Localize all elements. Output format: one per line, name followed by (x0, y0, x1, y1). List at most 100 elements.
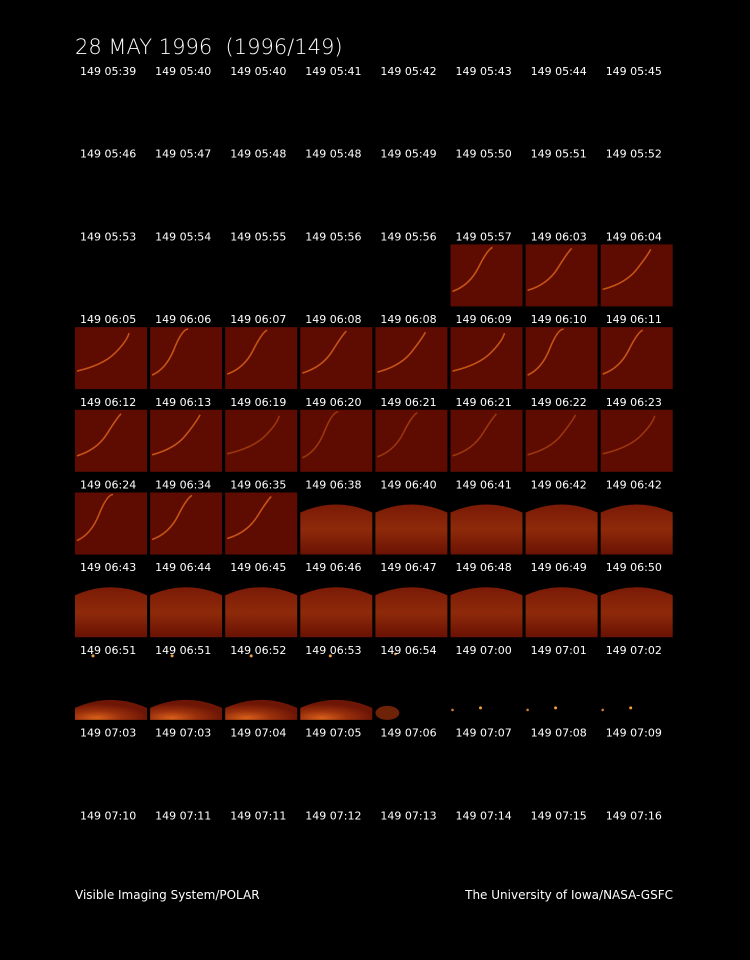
frame-image (150, 699, 223, 720)
aurora-streak (377, 412, 418, 458)
frame-label: 149 06:34 (155, 479, 211, 492)
frame-label: 149 05:39 (80, 65, 136, 78)
frame-image (225, 492, 298, 555)
frame-label: 149 06:41 (456, 479, 512, 492)
star (526, 708, 529, 712)
frame-label: 149 05:57 (456, 230, 512, 243)
frame-label: 149 07:01 (531, 644, 587, 657)
frame-label: 149 05:50 (456, 148, 512, 161)
aurora-streak (76, 332, 130, 372)
frame-image (600, 244, 673, 307)
frame-label: 149 05:56 (305, 230, 361, 243)
frame-label: 149 05:41 (305, 65, 361, 78)
frame-label: 149 07:13 (380, 809, 436, 822)
frame-label: 149 07:07 (456, 727, 512, 740)
frame-image (75, 587, 147, 638)
frame-label: 149 05:55 (230, 230, 286, 243)
frame-label: 149 05:49 (380, 148, 436, 161)
frame-label: 149 06:20 (305, 396, 361, 409)
frame-label: 149 06:42 (606, 479, 662, 492)
frame-label: 149 06:44 (155, 561, 211, 574)
frame-label: 149 06:45 (230, 561, 286, 574)
frame-label: 149 05:45 (606, 65, 662, 78)
star (554, 706, 558, 710)
frame-image (150, 587, 223, 638)
aurora-streak (151, 328, 189, 376)
frame-label: 149 06:54 (380, 644, 436, 657)
frame-label: 149 06:46 (305, 561, 361, 574)
frame-label: 149 07:15 (531, 809, 587, 822)
frame-image (300, 587, 373, 638)
star (91, 654, 95, 658)
frame-label: 149 06:52 (230, 644, 286, 657)
aurora-streak (602, 249, 652, 291)
frame-label: 149 05:48 (230, 148, 286, 161)
frame-label: 149 06:19 (230, 396, 286, 409)
frame-label: 149 05:52 (606, 148, 662, 161)
aurora-streak (452, 246, 493, 293)
frame-image (375, 587, 448, 638)
frame-image (75, 327, 147, 390)
frame-image (225, 587, 298, 638)
frame-label: 149 06:40 (380, 479, 436, 492)
frame-label: 149 07:03 (80, 727, 136, 740)
frame-label: 149 07:06 (380, 727, 436, 740)
frame-image (75, 409, 147, 472)
frame-label: 149 07:12 (305, 809, 361, 822)
frame-label: 149 07:11 (230, 809, 286, 822)
frame-image (300, 504, 373, 555)
frame-label: 149 06:12 (80, 396, 136, 409)
frame-label: 149 06:51 (155, 644, 211, 657)
star (328, 654, 332, 658)
aurora-streak (527, 247, 573, 292)
frame-label: 149 07:00 (456, 644, 512, 657)
frame-label: 149 06:35 (230, 479, 286, 492)
frame-label: 149 06:06 (155, 313, 211, 326)
frame-label: 149 05:44 (531, 65, 587, 78)
frame-label: 149 06:42 (531, 479, 587, 492)
frame-label: 149 05:42 (380, 65, 436, 78)
frame-label: 149 06:24 (80, 479, 136, 492)
title: 28 MAY 1996 (1996/149) (75, 35, 343, 59)
aurora-streak (452, 332, 506, 372)
frame-image (525, 409, 598, 472)
star (601, 708, 604, 712)
image-grid (75, 244, 673, 720)
frame-image (450, 504, 523, 555)
aurora-streak (227, 415, 280, 455)
frame-image (150, 327, 223, 390)
frame-image (75, 699, 147, 720)
frame-image (450, 409, 523, 472)
frame-label: 149 06:43 (80, 561, 136, 574)
aurora-streak (452, 413, 498, 457)
frame-label: 149 06:13 (155, 396, 211, 409)
aurora-streak (151, 494, 193, 541)
frame-label: 149 06:48 (456, 561, 512, 574)
frame-label: 149 06:08 (305, 313, 361, 326)
frame-label: 149 05:51 (531, 148, 587, 161)
aurora-streak (226, 329, 268, 375)
frame-label: 149 06:23 (606, 396, 662, 409)
frame-image (300, 327, 373, 390)
frame-label: 149 05:40 (230, 65, 286, 78)
aurora-streak (377, 331, 427, 373)
aurora-streak (301, 411, 339, 459)
frame-label: 149 06:50 (606, 561, 662, 574)
frame-label: 149 06:11 (606, 313, 662, 326)
frame-label: 149 06:21 (380, 396, 436, 409)
frame-image (75, 492, 147, 555)
frame-label: 149 07:10 (80, 809, 136, 822)
frame-label: 149 06:53 (305, 644, 361, 657)
frame-label: 149 06:47 (380, 561, 436, 574)
aurora-streak (76, 413, 122, 457)
aurora-streak (151, 414, 201, 456)
frame-label: 149 06:05 (80, 313, 136, 326)
frame-label: 149 05:48 (305, 148, 361, 161)
frame-label: 149 05:56 (380, 230, 436, 243)
frame-label: 149 06:38 (305, 479, 361, 492)
frame-label: 149 06:09 (456, 313, 512, 326)
frame-image (450, 327, 523, 390)
frame-image (375, 705, 400, 720)
frame-label: 149 05:54 (155, 230, 211, 243)
